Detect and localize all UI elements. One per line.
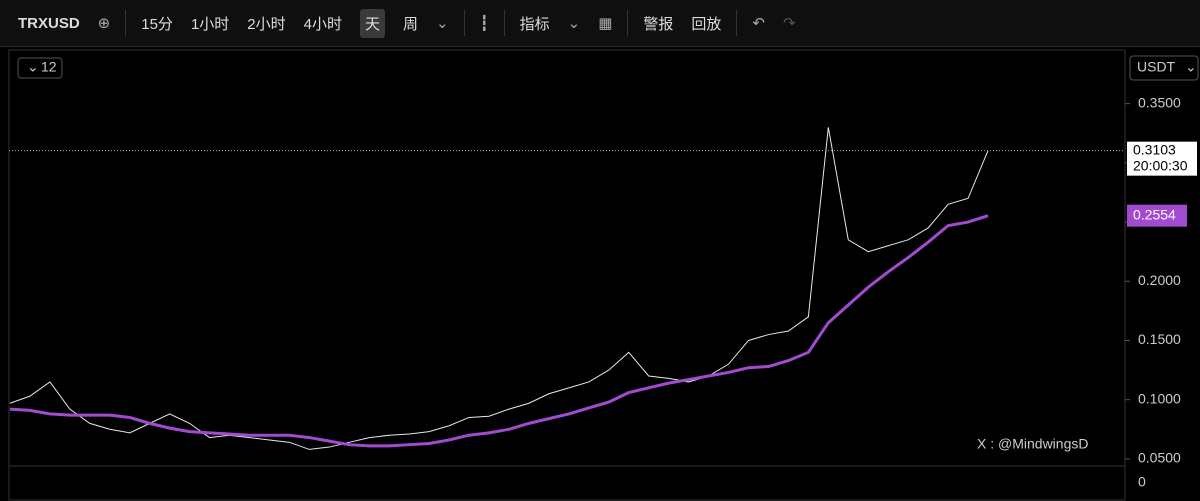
undo[interactable]: ↶ xyxy=(752,15,765,32)
last-price: 0.3103 xyxy=(1133,141,1176,157)
redo[interactable]: ↷ xyxy=(783,15,796,32)
volume-axis-label: 0 xyxy=(1138,474,1146,490)
alert[interactable]: 警报 xyxy=(643,15,674,33)
interval[interactable]: 15分 xyxy=(141,15,173,33)
layout[interactable]: ▦ xyxy=(598,15,613,32)
legend-length: 12 xyxy=(41,59,57,75)
y-tick-label: 0.0500 xyxy=(1138,450,1181,466)
interval[interactable]: 1小时 xyxy=(190,15,230,33)
indicators-menu[interactable]: ⌄ xyxy=(567,15,581,32)
plot-border xyxy=(8,49,1126,501)
legend-box[interactable] xyxy=(17,57,63,79)
y-tick-label: 0.2000 xyxy=(1138,272,1181,288)
indicators[interactable]: 指标 xyxy=(519,15,550,33)
last-price-box xyxy=(1127,141,1197,176)
currency: USDT xyxy=(1137,59,1176,75)
symbol[interactable]: TRXUSD xyxy=(18,14,80,32)
ma-value: 0.2554 xyxy=(1133,206,1176,222)
chart-style[interactable]: ┇ xyxy=(479,15,489,32)
legend-caret: ⌄ xyxy=(27,59,39,75)
price-line xyxy=(9,214,989,448)
interval-menu[interactable]: ⌄ xyxy=(436,15,449,32)
price-line xyxy=(9,127,989,450)
currency-box[interactable] xyxy=(1129,55,1199,81)
y-tick-label: 0.1000 xyxy=(1138,390,1181,406)
ma-value-box xyxy=(1127,204,1187,227)
add-symbol[interactable]: ⊕ xyxy=(97,15,111,32)
replay[interactable]: 回放 xyxy=(691,15,722,33)
toolbar: TRXUSD ⊕ 15分 1小时 2小时 4小时 天 周 ⌄ ┇ 指标 ⌄ ▦ … xyxy=(0,0,1200,47)
interval[interactable]: 周 xyxy=(402,15,418,33)
interval[interactable]: 4小时 xyxy=(303,15,342,33)
currency-caret: ⌄ xyxy=(1185,59,1197,75)
interval[interactable]: 天 xyxy=(359,8,385,38)
y-tick-label: 0.3500 xyxy=(1138,94,1181,110)
price-time: 20:00:30 xyxy=(1133,157,1188,173)
y-tick-label: 0.1500 xyxy=(1138,331,1181,347)
watermark: X : @MindwingsD xyxy=(977,436,1088,452)
interval[interactable]: 2小时 xyxy=(247,15,286,33)
